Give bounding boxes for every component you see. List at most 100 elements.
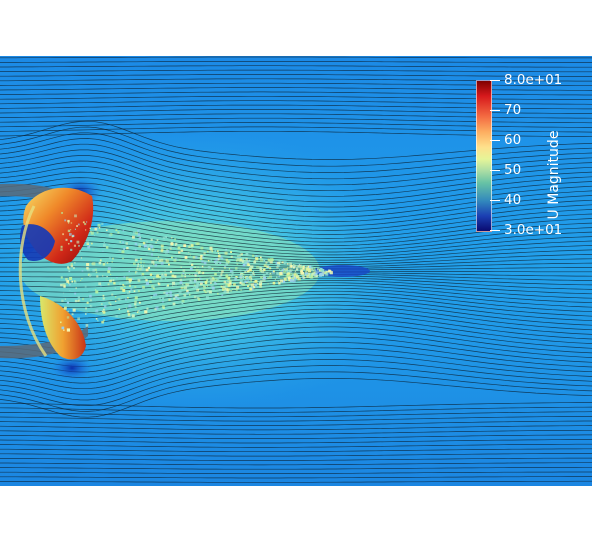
wake-particle [70, 248, 73, 251]
wake-particle [160, 244, 164, 248]
wake-particle [172, 285, 174, 287]
wake-particle [65, 277, 68, 281]
wake-particle [225, 262, 228, 266]
wake-particle [206, 250, 209, 253]
streamline [0, 336, 592, 378]
wake-particle [182, 286, 186, 289]
wake-particle [321, 273, 323, 275]
wake-particle [154, 264, 158, 267]
streamline [0, 359, 592, 401]
wake-particle [268, 258, 271, 261]
wake-particle [194, 295, 197, 299]
wake-particle [125, 307, 127, 309]
wake-particle [277, 262, 280, 265]
streamline [0, 416, 592, 422]
wake-particle [179, 278, 183, 281]
wake-particle [62, 283, 66, 287]
wake-particle [218, 275, 222, 279]
wake-particle [245, 269, 248, 271]
wake-particle [237, 255, 239, 257]
wake-particle [283, 261, 287, 265]
wake-particle [229, 279, 232, 283]
wake-particle [155, 259, 157, 261]
wake-particle [311, 266, 314, 270]
wake-particle [143, 265, 144, 267]
wake-particle [118, 308, 121, 311]
colorbar-tick [490, 170, 500, 171]
wake-particle [288, 272, 290, 275]
wake-particle [142, 241, 146, 245]
wake-particle [226, 288, 230, 292]
render-viewport[interactable] [0, 56, 592, 486]
streamline [0, 182, 592, 222]
wake-particle [77, 317, 80, 321]
wake-particle [139, 261, 142, 264]
wake-particle [225, 258, 228, 261]
wake-particle [92, 269, 96, 272]
wake-particle [162, 236, 165, 240]
wake-particle [208, 250, 212, 254]
wake-particle [322, 268, 323, 270]
wake-particle [67, 229, 71, 233]
colorbar-tick [490, 200, 500, 201]
wake-particle [67, 282, 70, 284]
wake-particle [119, 283, 122, 286]
wake-particle [231, 284, 233, 286]
wake-particle [174, 294, 177, 297]
wake-particle [222, 287, 226, 291]
wake-particle [180, 249, 184, 252]
wake-particle [235, 288, 238, 291]
streamline [0, 347, 592, 390]
wake-particle [276, 272, 279, 275]
wake-particle [66, 316, 70, 319]
wake-particle [138, 237, 141, 240]
streamline [0, 117, 592, 124]
wake-particle [106, 262, 109, 264]
wake-particle [226, 290, 229, 294]
wake-particle [102, 310, 106, 314]
wake-particle [153, 263, 155, 265]
wake-particle [145, 282, 149, 286]
wake-particle [250, 265, 254, 269]
wake-particle [248, 283, 251, 286]
wake-particle [138, 312, 140, 314]
wake-particle [274, 278, 276, 280]
wake-particle [161, 273, 164, 276]
rotor-hub-blue [20, 224, 55, 262]
wake-particle [321, 273, 324, 276]
wake-particle [206, 296, 209, 300]
wake-particle [282, 280, 284, 282]
wake-particle [86, 301, 89, 304]
wake-particle [69, 277, 73, 280]
wake-particle [290, 264, 293, 268]
wake-particle [210, 259, 213, 261]
wake-particle [276, 276, 278, 278]
wake-particle [292, 269, 294, 271]
wake-particle [165, 294, 168, 297]
wake-particle [91, 263, 93, 265]
wake-particle [108, 257, 112, 260]
wake-particle [281, 269, 283, 272]
wake-particle [205, 282, 208, 285]
colorbar-tick-label: 3.0e+01 [504, 222, 563, 238]
wake-particle [183, 244, 187, 247]
wake-particle [126, 246, 129, 250]
wake-particle [326, 270, 329, 273]
wake-particle [138, 301, 141, 304]
wake-particle [78, 299, 81, 302]
wake-particle [210, 275, 212, 277]
wake-particle [288, 271, 291, 273]
wake-particles [60, 212, 333, 332]
wake-particle [115, 296, 117, 298]
wake-particle [288, 277, 292, 281]
wake-particle [221, 257, 224, 260]
wake-particle [60, 321, 62, 324]
wake-particle [319, 273, 323, 277]
wake-particle [115, 300, 117, 302]
wake-particle [254, 280, 258, 283]
wake-particle [198, 298, 201, 301]
wake-particle [66, 280, 70, 283]
wake-particle [86, 263, 90, 267]
wake-particle [154, 293, 158, 296]
wake-particle [217, 270, 219, 272]
